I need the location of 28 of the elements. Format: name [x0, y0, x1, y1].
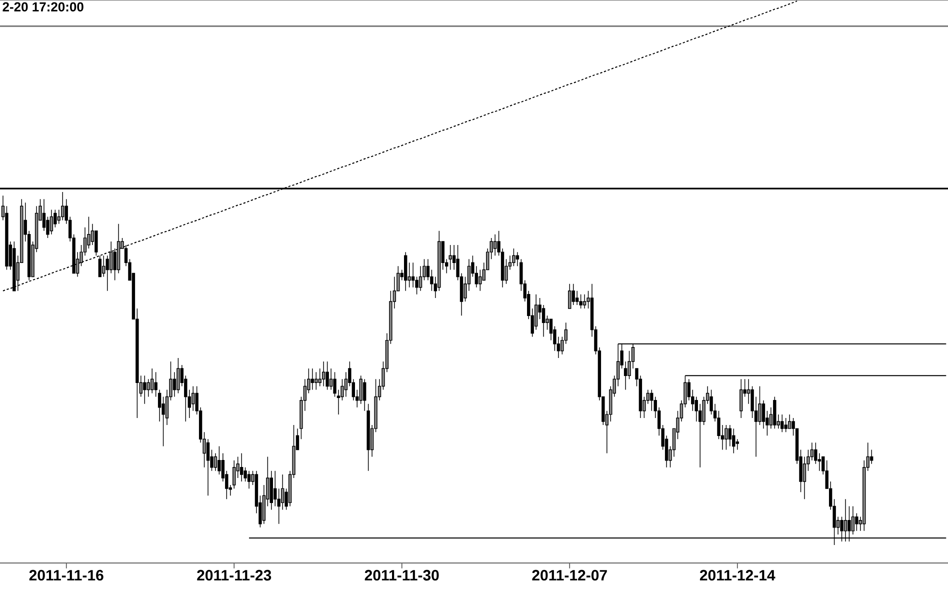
candlestick — [773, 396, 776, 429]
x-tick-label: 2011-11-23 — [197, 570, 272, 581]
x-tick-label: 2011-11-16 — [29, 570, 104, 581]
x-tick-label: 2011-11-30 — [364, 570, 439, 581]
candlestick — [740, 378, 743, 418]
candlestick — [568, 283, 572, 309]
candlestick — [512, 248, 516, 267]
candlestick — [310, 368, 314, 390]
candlestick — [150, 368, 154, 394]
candlestick — [404, 252, 408, 292]
candlestick — [582, 294, 586, 309]
candlestick — [784, 418, 788, 432]
x-tick-label: 2011-12-07 — [532, 570, 607, 581]
x-tick-label: 2011-12-14 — [700, 570, 776, 581]
candlestick — [724, 424, 728, 450]
candlestick — [579, 294, 582, 309]
candlestick — [572, 283, 575, 306]
candlestick — [780, 414, 784, 432]
candlestick — [240, 452, 244, 482]
candlestick — [493, 234, 497, 256]
candlestick — [326, 361, 329, 390]
candlestick — [176, 358, 180, 394]
chart-title: 2-20 17:20:00 — [2, 2, 84, 12]
candlestick — [322, 361, 326, 387]
candlestick — [98, 255, 102, 278]
candlestick — [448, 244, 452, 270]
candlestick — [247, 470, 251, 489]
candlestick — [50, 209, 54, 235]
